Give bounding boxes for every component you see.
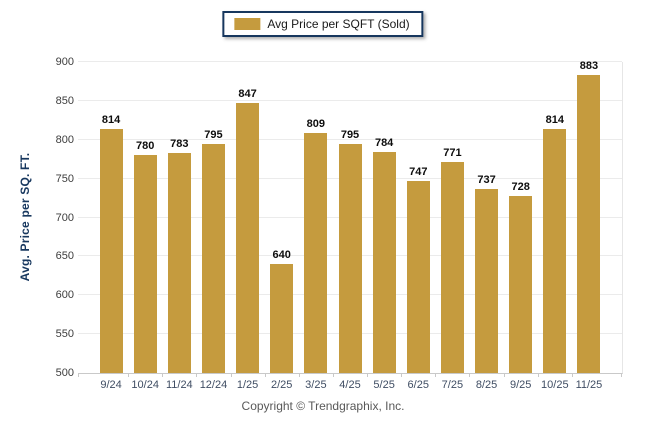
x-category-label: 3/25 xyxy=(305,379,327,391)
y-tick-label: 600 xyxy=(55,289,74,302)
legend-swatch xyxy=(234,18,261,30)
bar-9/24: 814 xyxy=(99,114,123,373)
x-tick-mark xyxy=(621,373,622,377)
bar-value-label: 747 xyxy=(409,165,428,178)
bar-7/25: 771 xyxy=(440,147,464,373)
x-tick-mark xyxy=(264,373,266,377)
x-tick-mark xyxy=(162,373,164,377)
bar-8/25: 737 xyxy=(475,174,499,373)
x-category-label: 9/24 xyxy=(100,379,122,391)
y-tick-label: 700 xyxy=(55,211,74,224)
bar-10/25: 814 xyxy=(543,114,567,373)
gridline xyxy=(78,138,622,140)
legend: Avg Price per SQFT (Sold) xyxy=(222,11,424,37)
bar-value-label: 809 xyxy=(306,117,326,130)
x-tick-mark xyxy=(571,373,573,377)
x-category-label: 5/25 xyxy=(373,379,395,391)
y-tick-label: 750 xyxy=(55,172,74,185)
bar-11/24: 783 xyxy=(167,138,191,373)
x-category-label: 12/24 xyxy=(199,379,228,391)
x-category-label: 1/25 xyxy=(236,379,259,391)
x-category-label: 8/25 xyxy=(475,379,498,391)
bar-value-label: 780 xyxy=(136,140,155,153)
bar-value-label: 814 xyxy=(101,113,121,126)
x-tick-mark xyxy=(503,373,505,377)
gridline xyxy=(78,99,622,101)
bar-12/24: 795 xyxy=(201,129,225,373)
bar-value-label: 728 xyxy=(511,180,530,193)
x-category-label: 7/25 xyxy=(441,379,464,391)
bar-10/24: 780 xyxy=(133,140,157,373)
y-tick-label: 800 xyxy=(55,133,74,146)
bar-4/25: 795 xyxy=(338,129,362,373)
x-tick-mark xyxy=(435,373,437,377)
legend-label: Avg Price per SQFT (Sold) xyxy=(267,17,410,31)
bar-3/25: 809 xyxy=(304,118,328,373)
x-tick-mark xyxy=(196,373,198,377)
x-category-label: 9/25 xyxy=(509,379,532,391)
bar-value-label: 640 xyxy=(272,249,291,262)
y-tick-label: 650 xyxy=(55,250,74,263)
bar-11/25: 883 xyxy=(577,60,601,373)
bar-value-label: 737 xyxy=(477,173,496,186)
x-tick-mark xyxy=(128,373,130,377)
x-tick-mark xyxy=(469,373,471,377)
bar-2/25: 640 xyxy=(270,249,294,373)
x-category-label: 6/25 xyxy=(407,379,429,391)
x-tick-mark xyxy=(367,373,369,377)
y-tick-label: 850 xyxy=(55,94,74,107)
gridline xyxy=(78,61,622,62)
y-tick-label: 550 xyxy=(55,328,74,341)
bar-value-label: 784 xyxy=(374,137,394,150)
x-category-label: 11/24 xyxy=(165,379,193,391)
x-tick-mark xyxy=(298,373,300,377)
bar-value-label: 795 xyxy=(204,128,223,141)
y-tick-label: 500 xyxy=(55,367,74,379)
bar-9/25: 728 xyxy=(509,181,533,373)
x-tick-mark xyxy=(332,373,334,377)
x-category-label: 11/25 xyxy=(575,379,603,391)
bar-value-label: 771 xyxy=(443,147,462,160)
x-category-label: 10/25 xyxy=(541,379,569,391)
bar-value-label: 783 xyxy=(170,137,189,150)
bar-5/25: 784 xyxy=(372,137,396,373)
bar-value-label: 814 xyxy=(545,113,564,126)
bar-value-label: 795 xyxy=(340,128,360,141)
y-tick-label: 900 xyxy=(55,56,74,68)
bar-value-label: 883 xyxy=(579,60,599,73)
bar-6/25: 747 xyxy=(406,166,430,373)
bar-1/25: 847 xyxy=(236,88,260,373)
x-tick-mark xyxy=(230,373,232,377)
bar-value-label: 847 xyxy=(238,88,257,101)
x-category-label: 10/24 xyxy=(131,379,159,391)
copyright-text: Copyright © Trendgraphix, Inc. xyxy=(241,399,405,413)
x-category-label: 2/25 xyxy=(271,379,293,391)
x-category-label: 4/25 xyxy=(339,379,361,391)
x-tick-mark xyxy=(78,373,79,377)
plot-area: 814 780 783 795 847 640 809 795 784 747 771 737 728 8… xyxy=(78,60,623,377)
x-tick-mark xyxy=(401,373,403,377)
x-tick-mark xyxy=(537,373,539,377)
